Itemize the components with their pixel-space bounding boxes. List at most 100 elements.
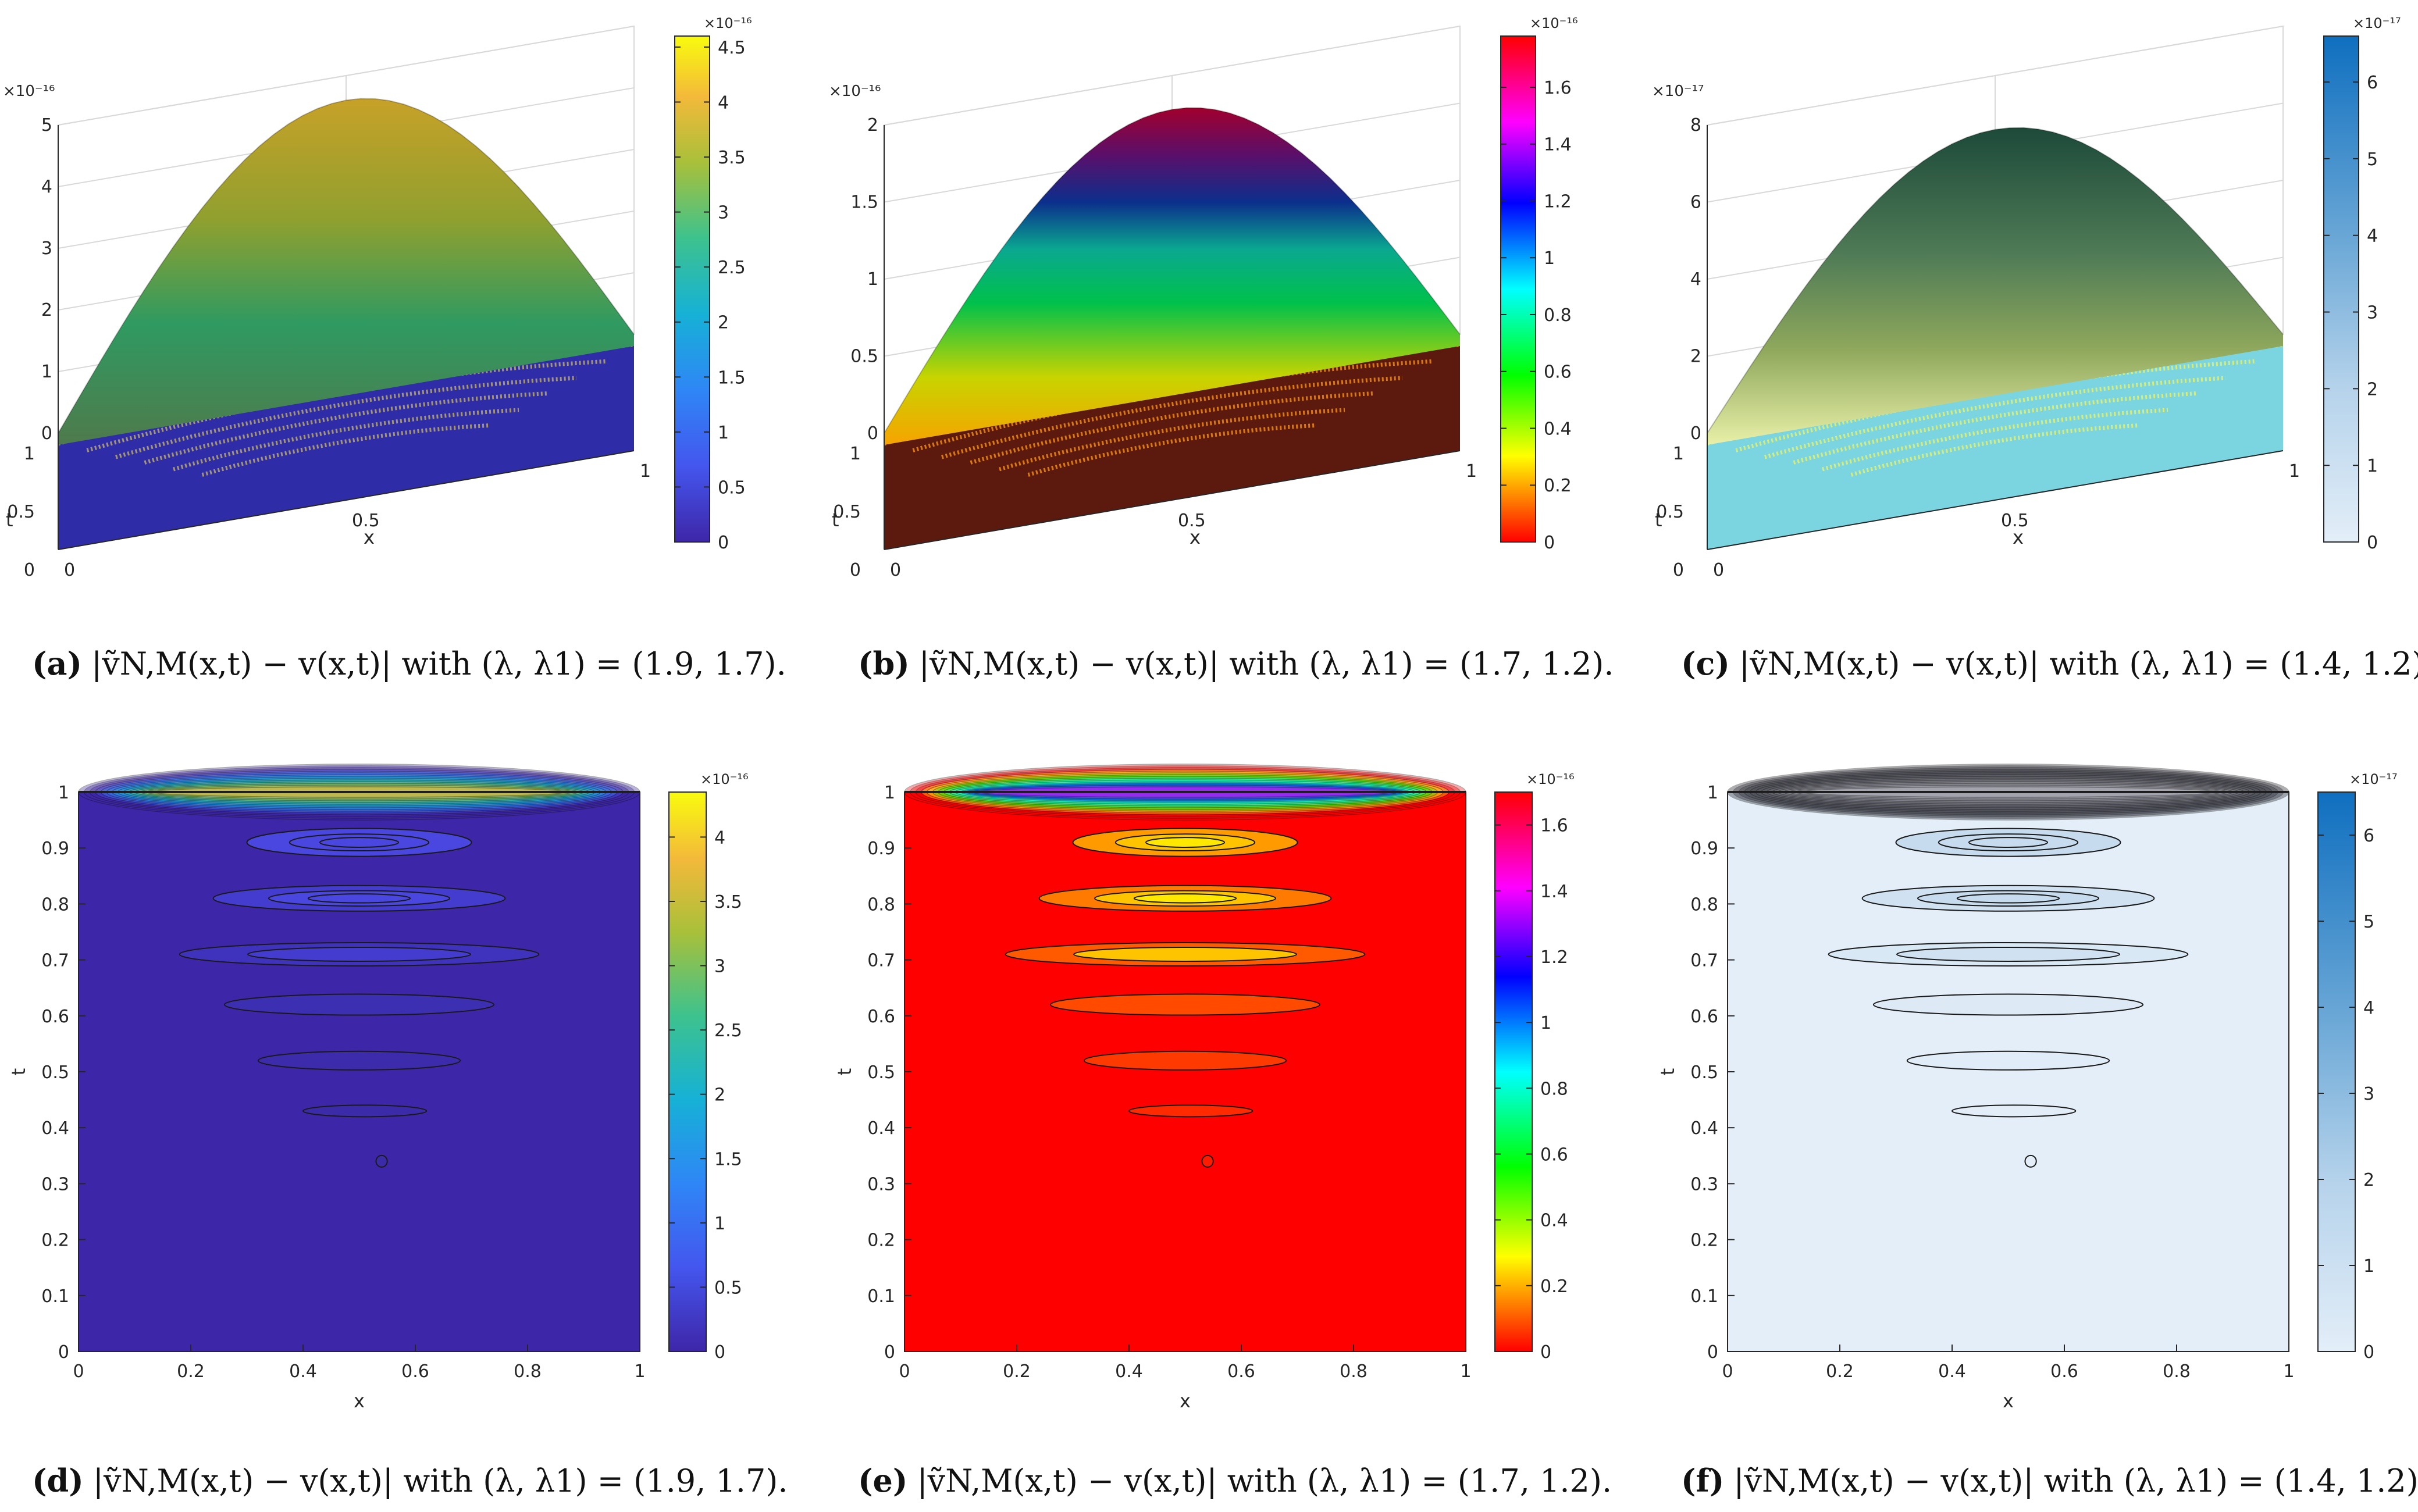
contour-band [223, 993, 495, 1016]
colorbar-tick-label: 1.6 [1540, 816, 1568, 836]
z-tick-label: 2 [1690, 347, 1701, 367]
x-tick-label: 0 [73, 1361, 84, 1382]
contour-band [1896, 946, 2120, 962]
t-axis-label: t [6, 509, 13, 531]
x-axis [1707, 450, 2284, 550]
colorbar-tick-label: 0.4 [1540, 1211, 1568, 1231]
contour-plot-d: 0 0.2 0.4 0.6 0.8 1 0 0.1 0.2 0.3 0.4 0.5 0.6 0.7 0.8 0… [8, 764, 646, 1412]
contour-background [1728, 792, 2289, 1351]
colorbar-tick-label: 4 [714, 828, 725, 848]
contour-background [904, 792, 1466, 1351]
y-tick-label: 0.9 [41, 839, 69, 859]
y-tick-label: 0.2 [1690, 1231, 1718, 1251]
contour-band [1968, 837, 2049, 848]
colorbar-tick-label: 4 [718, 92, 729, 113]
y-tick-label: 0.4 [1690, 1118, 1718, 1139]
caption-label: (d) [32, 1462, 84, 1499]
colorbar-b [1500, 35, 1536, 543]
colorbar-e [1494, 791, 1533, 1352]
colorbar-tick-label: 1.5 [718, 368, 746, 388]
y-axis-label: t [834, 1068, 856, 1076]
colorbar-tick-label: 0.6 [1544, 362, 1572, 383]
x-tick-label: 0.8 [2163, 1361, 2191, 1382]
z-tick-label: 0 [1690, 423, 1701, 444]
caption-text: |ṽN,M(x,t) − v(x,t)| with (λ, λ1) = (1.4… [1739, 646, 2418, 682]
caption-f: (f) |ṽN,M(x,t) − v(x,t)| with (λ, λ1) = (… [1681, 1462, 2418, 1499]
caption-text: |ṽN,M(x,t) − v(x,t)| with (λ, λ1) = (1.4… [1733, 1463, 2418, 1499]
colorbar-tick-label: 1.4 [1544, 135, 1572, 155]
y-tick-label: 0.7 [1690, 951, 1718, 971]
colorbar-tick-label: 1 [2367, 456, 2378, 476]
colorbar-tick-label: 3 [718, 203, 729, 223]
y-axis-label: t [1657, 1068, 1679, 1076]
colorbar-tick-label: 3.5 [714, 892, 742, 912]
t-axis-label: t [832, 509, 839, 531]
t-axis-label: t [1655, 509, 1662, 531]
caption-label: (f) [1681, 1462, 1724, 1499]
y-tick-label: 0.7 [867, 951, 895, 971]
t-tick-label: 0.5 [1656, 502, 1684, 522]
t-tick-label: 1 [24, 444, 35, 464]
colorbar-tick-label: 4 [2363, 998, 2374, 1018]
y-tick-label: 0.9 [867, 839, 895, 859]
y-tick-label: 0.8 [1690, 894, 1718, 915]
y-tick-label: 0.3 [1690, 1174, 1718, 1194]
y-tick-label: 0.5 [1690, 1062, 1718, 1083]
x-tick-label: 0.4 [1938, 1361, 1966, 1382]
colorbar-tick-label: 5 [2363, 912, 2374, 932]
caption-d: (d) |ṽN,M(x,t) − v(x,t)| with (λ, λ1) = (… [32, 1462, 788, 1499]
caption-b: (b) |ṽN,M(x,t) − v(x,t)| with (λ, λ1) = (… [858, 645, 1614, 682]
y-tick-label: 1 [58, 783, 69, 803]
contour-band [1128, 1104, 1253, 1118]
colorbar-tick-label: 1.4 [1540, 882, 1568, 902]
y-tick-label: 0.6 [41, 1007, 69, 1027]
colorbar-tick-label: 2 [2367, 379, 2378, 400]
colorbar-tick-label: 0.8 [1544, 305, 1572, 326]
z-tick-label: 6 [1690, 192, 1701, 213]
caption-label: (e) [858, 1462, 907, 1499]
y-tick-label: 0.8 [867, 894, 895, 915]
x-axis-label: x [2013, 526, 2024, 548]
t-tick-label: 0.5 [833, 502, 861, 522]
colorbar-tick-label: 0 [2363, 1342, 2374, 1363]
y-tick-label: 0.8 [41, 894, 69, 915]
colorbar-tick-label: 6 [2367, 73, 2378, 93]
colorbar-tick-label: 2 [718, 313, 729, 333]
z-tick-label: 2 [41, 300, 52, 320]
t-tick-label: 0 [24, 560, 35, 580]
colorbar-tick-label: 3.5 [718, 148, 746, 168]
colorbar-tick-label: 4 [2367, 226, 2378, 247]
x-axis-label: x [354, 1390, 365, 1412]
colorbar-tick-label: 3 [714, 957, 725, 977]
contour-band [375, 1154, 388, 1168]
y-tick-label: 0.3 [867, 1174, 895, 1194]
y-tick-label: 0.4 [867, 1118, 895, 1139]
y-tick-label: 0.2 [41, 1231, 69, 1251]
contour-band [1872, 993, 2144, 1016]
caption-e: (e) |ṽN,M(x,t) − v(x,t)| with (λ, λ1) = (… [858, 1462, 1612, 1499]
z-tick-label: 4 [41, 177, 52, 197]
x-axis-label: x [1190, 526, 1201, 548]
colorbar-exponent: ×10⁻¹⁷ [2349, 771, 2398, 787]
colorbar-tick-label: 1 [714, 1214, 725, 1234]
colorbar-tick-label: 0.5 [714, 1278, 742, 1298]
colorbar-tick-label: 1.2 [1540, 947, 1568, 968]
colorbar-tick-label: 6 [2363, 826, 2374, 846]
colorbar-tick-label: 0.4 [1544, 419, 1572, 439]
colorbar-exponent: ×10⁻¹⁶ [700, 771, 749, 787]
contour-band [1906, 1050, 2110, 1071]
surface-peak-edge [58, 98, 635, 434]
x-tick-label: 1 [1460, 1361, 1471, 1382]
surface-ridge [173, 408, 519, 472]
caption-label: (a) [32, 645, 82, 682]
y-tick-label: 0.1 [867, 1286, 895, 1307]
x-tick-label: 0.4 [1115, 1361, 1143, 1382]
contour-band [2024, 1154, 2037, 1168]
z-tick-label: 1 [41, 362, 52, 382]
t-tick-label: 1 [850, 444, 861, 464]
surface-ridge [115, 376, 577, 459]
